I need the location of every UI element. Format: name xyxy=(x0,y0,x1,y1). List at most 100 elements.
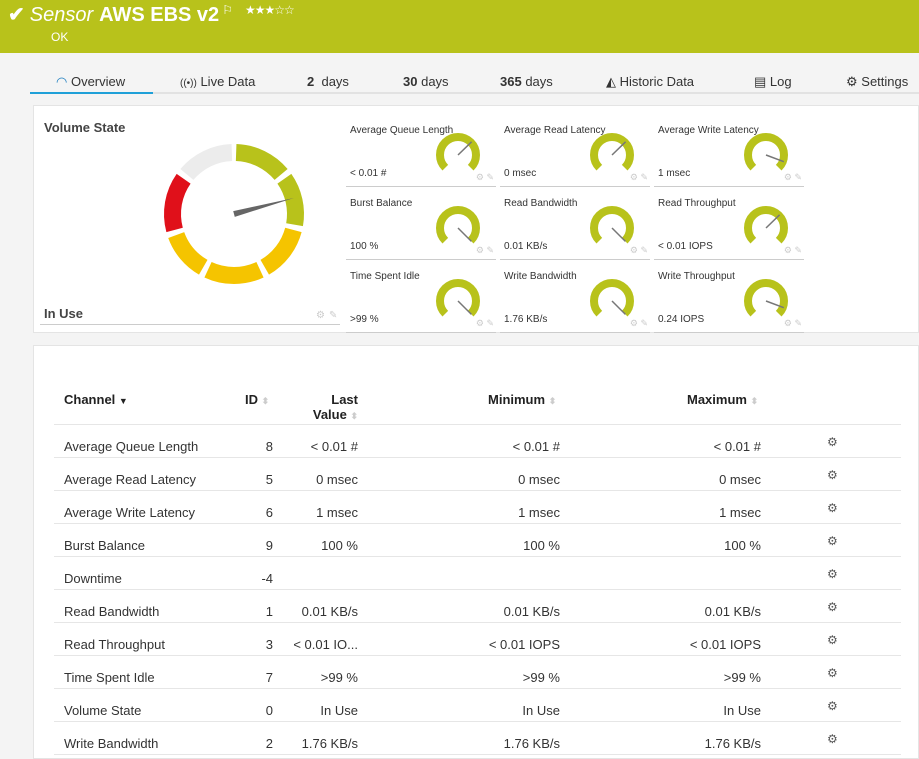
channel-name[interactable]: Average Read Latency xyxy=(64,472,197,487)
pin-icon[interactable]: ✎ xyxy=(640,172,648,182)
col-id[interactable]: ID ⬍ xyxy=(245,392,270,407)
table-row[interactable]: Downtime -4 ⚙ xyxy=(54,557,901,590)
channel-settings-icon[interactable]: ⚙ xyxy=(827,435,838,449)
maximum-value: 1 msec xyxy=(719,505,761,520)
gauge-tile[interactable]: Write Bandwidth 1.76 KB/s ⚙ ✎ xyxy=(500,263,650,333)
gauge-title: Average Write Latency xyxy=(658,125,759,136)
tab-2-days[interactable]: 2 days xyxy=(307,74,349,89)
table-row[interactable]: Read Bandwidth 1 0.01 KB/s 0.01 KB/s 0.0… xyxy=(54,590,901,623)
table-row[interactable]: Write Bandwidth 2 1.76 KB/s 1.76 KB/s 1.… xyxy=(54,722,901,755)
tab-bar: ◠ Overview ((•)) Live Data 2 days 30 day… xyxy=(30,70,919,94)
gear-icon[interactable]: ⚙ xyxy=(783,318,792,328)
gear-icon[interactable]: ⚙ xyxy=(629,245,638,255)
minimum-value: >99 % xyxy=(522,670,560,685)
tab-log[interactable]: ▤ Log xyxy=(754,74,792,89)
table-row[interactable]: Volume State 0 In Use In Use In Use ⚙ xyxy=(54,689,901,722)
sort-desc-icon: ▼ xyxy=(118,396,128,406)
table-row[interactable]: Burst Balance 9 100 % 100 % 100 % ⚙ xyxy=(54,524,901,557)
col-channel[interactable]: Channel ▼ xyxy=(64,392,128,407)
gauge-title: Read Bandwidth xyxy=(504,198,578,209)
col-last-value[interactable]: Last Value ⬍ xyxy=(312,392,358,422)
pin-icon[interactable]: ✎ xyxy=(794,172,802,182)
channel-settings-icon[interactable]: ⚙ xyxy=(827,732,838,746)
gauge-value: 100 % xyxy=(350,241,379,252)
col-maximum[interactable]: Maximum ⬍ xyxy=(687,392,759,407)
pin-icon[interactable]: ✎ xyxy=(794,245,802,255)
table-row[interactable]: Time Spent Idle 7 >99 % >99 % >99 % ⚙ xyxy=(54,656,901,689)
gauge-tile[interactable]: Average Read Latency 0 msec ⚙ ✎ xyxy=(500,117,650,187)
gear-icon[interactable]: ⚙ xyxy=(475,245,484,255)
tab-historic-data[interactable]: ◭ Historic Data xyxy=(606,74,695,89)
gauge-value: < 0.01 # xyxy=(350,168,387,179)
channel-settings-icon[interactable]: ⚙ xyxy=(827,501,838,515)
channel-settings-icon[interactable]: ⚙ xyxy=(827,567,838,581)
channel-settings-icon[interactable]: ⚙ xyxy=(827,699,838,713)
gear-icon[interactable]: ⚙ xyxy=(316,310,325,321)
sensor-name: AWS EBS v2 xyxy=(99,4,220,26)
channel-settings-icon[interactable]: ⚙ xyxy=(827,666,838,680)
tab-settings[interactable]: ⚙ Settings xyxy=(846,74,909,89)
table-row[interactable]: Average Read Latency 5 0 msec 0 msec 0 m… xyxy=(54,458,901,491)
minimum-value: < 0.01 IOPS xyxy=(488,637,560,652)
channel-name[interactable]: Volume State xyxy=(64,703,142,718)
gauge-dial xyxy=(744,206,788,244)
tab-live-data[interactable]: ((•)) Live Data xyxy=(180,74,256,89)
gauge-value: < 0.01 IOPS xyxy=(658,241,713,252)
channel-name[interactable]: Write Bandwidth xyxy=(64,736,159,751)
tab-overview[interactable]: ◠ Overview xyxy=(30,74,153,94)
tab-365-days[interactable]: 365 days xyxy=(500,74,553,89)
gauge-needle xyxy=(765,300,785,309)
gauge-needle xyxy=(611,300,626,315)
gauge-segment xyxy=(164,173,191,233)
channel-id: 9 xyxy=(265,538,273,553)
channel-settings-icon[interactable]: ⚙ xyxy=(827,600,838,614)
col-minimum[interactable]: Minimum ⬍ xyxy=(488,392,557,407)
gauge-tile[interactable]: Burst Balance 100 % ⚙ ✎ xyxy=(346,190,496,260)
pin-icon[interactable]: ✎ xyxy=(329,310,338,321)
channel-name[interactable]: Burst Balance xyxy=(64,538,145,553)
table-row[interactable]: Average Write Latency 6 1 msec 1 msec 1 … xyxy=(54,491,901,524)
gauge-segment xyxy=(180,144,233,180)
channel-settings-icon[interactable]: ⚙ xyxy=(827,633,838,647)
gauge-tile[interactable]: Write Throughput 0.24 IOPS ⚙ ✎ xyxy=(654,263,804,333)
tab-30-days[interactable]: 30 days xyxy=(403,74,449,89)
gear-icon[interactable]: ⚙ xyxy=(475,172,484,182)
volume-state-value: In Use xyxy=(44,306,84,321)
check-icon: ✔ xyxy=(8,4,25,26)
channel-name[interactable]: Average Write Latency xyxy=(64,505,196,520)
pin-icon[interactable]: ✎ xyxy=(640,318,648,328)
channel-name[interactable]: Downtime xyxy=(64,571,122,586)
pin-icon[interactable]: ✎ xyxy=(640,245,648,255)
gauge-tile[interactable]: Average Write Latency 1 msec ⚙ ✎ xyxy=(654,117,804,187)
gauge-dial xyxy=(436,133,480,171)
gear-icon[interactable]: ⚙ xyxy=(629,172,638,182)
gear-icon[interactable]: ⚙ xyxy=(629,318,638,328)
channel-name[interactable]: Read Bandwidth xyxy=(64,604,160,619)
sort-icon: ⬍ xyxy=(548,396,557,406)
gear-icon[interactable]: ⚙ xyxy=(783,245,792,255)
gauge-value: >99 % xyxy=(350,314,379,325)
gear-icon[interactable]: ⚙ xyxy=(475,318,484,328)
gauge-segment xyxy=(260,227,302,275)
minimum-value: < 0.01 # xyxy=(512,439,560,454)
channel-settings-icon[interactable]: ⚙ xyxy=(827,534,838,548)
gauge-tile[interactable]: Time Spent Idle >99 % ⚙ ✎ xyxy=(346,263,496,333)
pin-icon[interactable]: ✎ xyxy=(794,318,802,328)
gauge-tile[interactable]: Read Throughput < 0.01 IOPS ⚙ ✎ xyxy=(654,190,804,260)
flag-icon[interactable]: ⚐ xyxy=(222,3,233,17)
channel-name[interactable]: Read Throughput xyxy=(64,637,165,652)
gauge-tile[interactable]: Read Bandwidth 0.01 KB/s ⚙ ✎ xyxy=(500,190,650,260)
channel-name[interactable]: Average Queue Length xyxy=(64,439,199,454)
table-row[interactable]: Read Throughput 3 < 0.01 IO... < 0.01 IO… xyxy=(54,623,901,656)
table-row[interactable]: Average Queue Length 8 < 0.01 # < 0.01 #… xyxy=(54,425,901,458)
maximum-value: 1.76 KB/s xyxy=(704,736,761,751)
gear-icon[interactable]: ⚙ xyxy=(783,172,792,182)
priority-stars[interactable]: ★★★☆☆ xyxy=(244,3,295,17)
gauge-tile[interactable]: Average Queue Length < 0.01 # ⚙ ✎ xyxy=(346,117,496,187)
channel-name[interactable]: Time Spent Idle xyxy=(64,670,155,685)
gauge-arc xyxy=(744,133,788,171)
channel-settings-icon[interactable]: ⚙ xyxy=(827,468,838,482)
pin-icon[interactable]: ✎ xyxy=(486,245,494,255)
pin-icon[interactable]: ✎ xyxy=(486,172,494,182)
pin-icon[interactable]: ✎ xyxy=(486,318,494,328)
